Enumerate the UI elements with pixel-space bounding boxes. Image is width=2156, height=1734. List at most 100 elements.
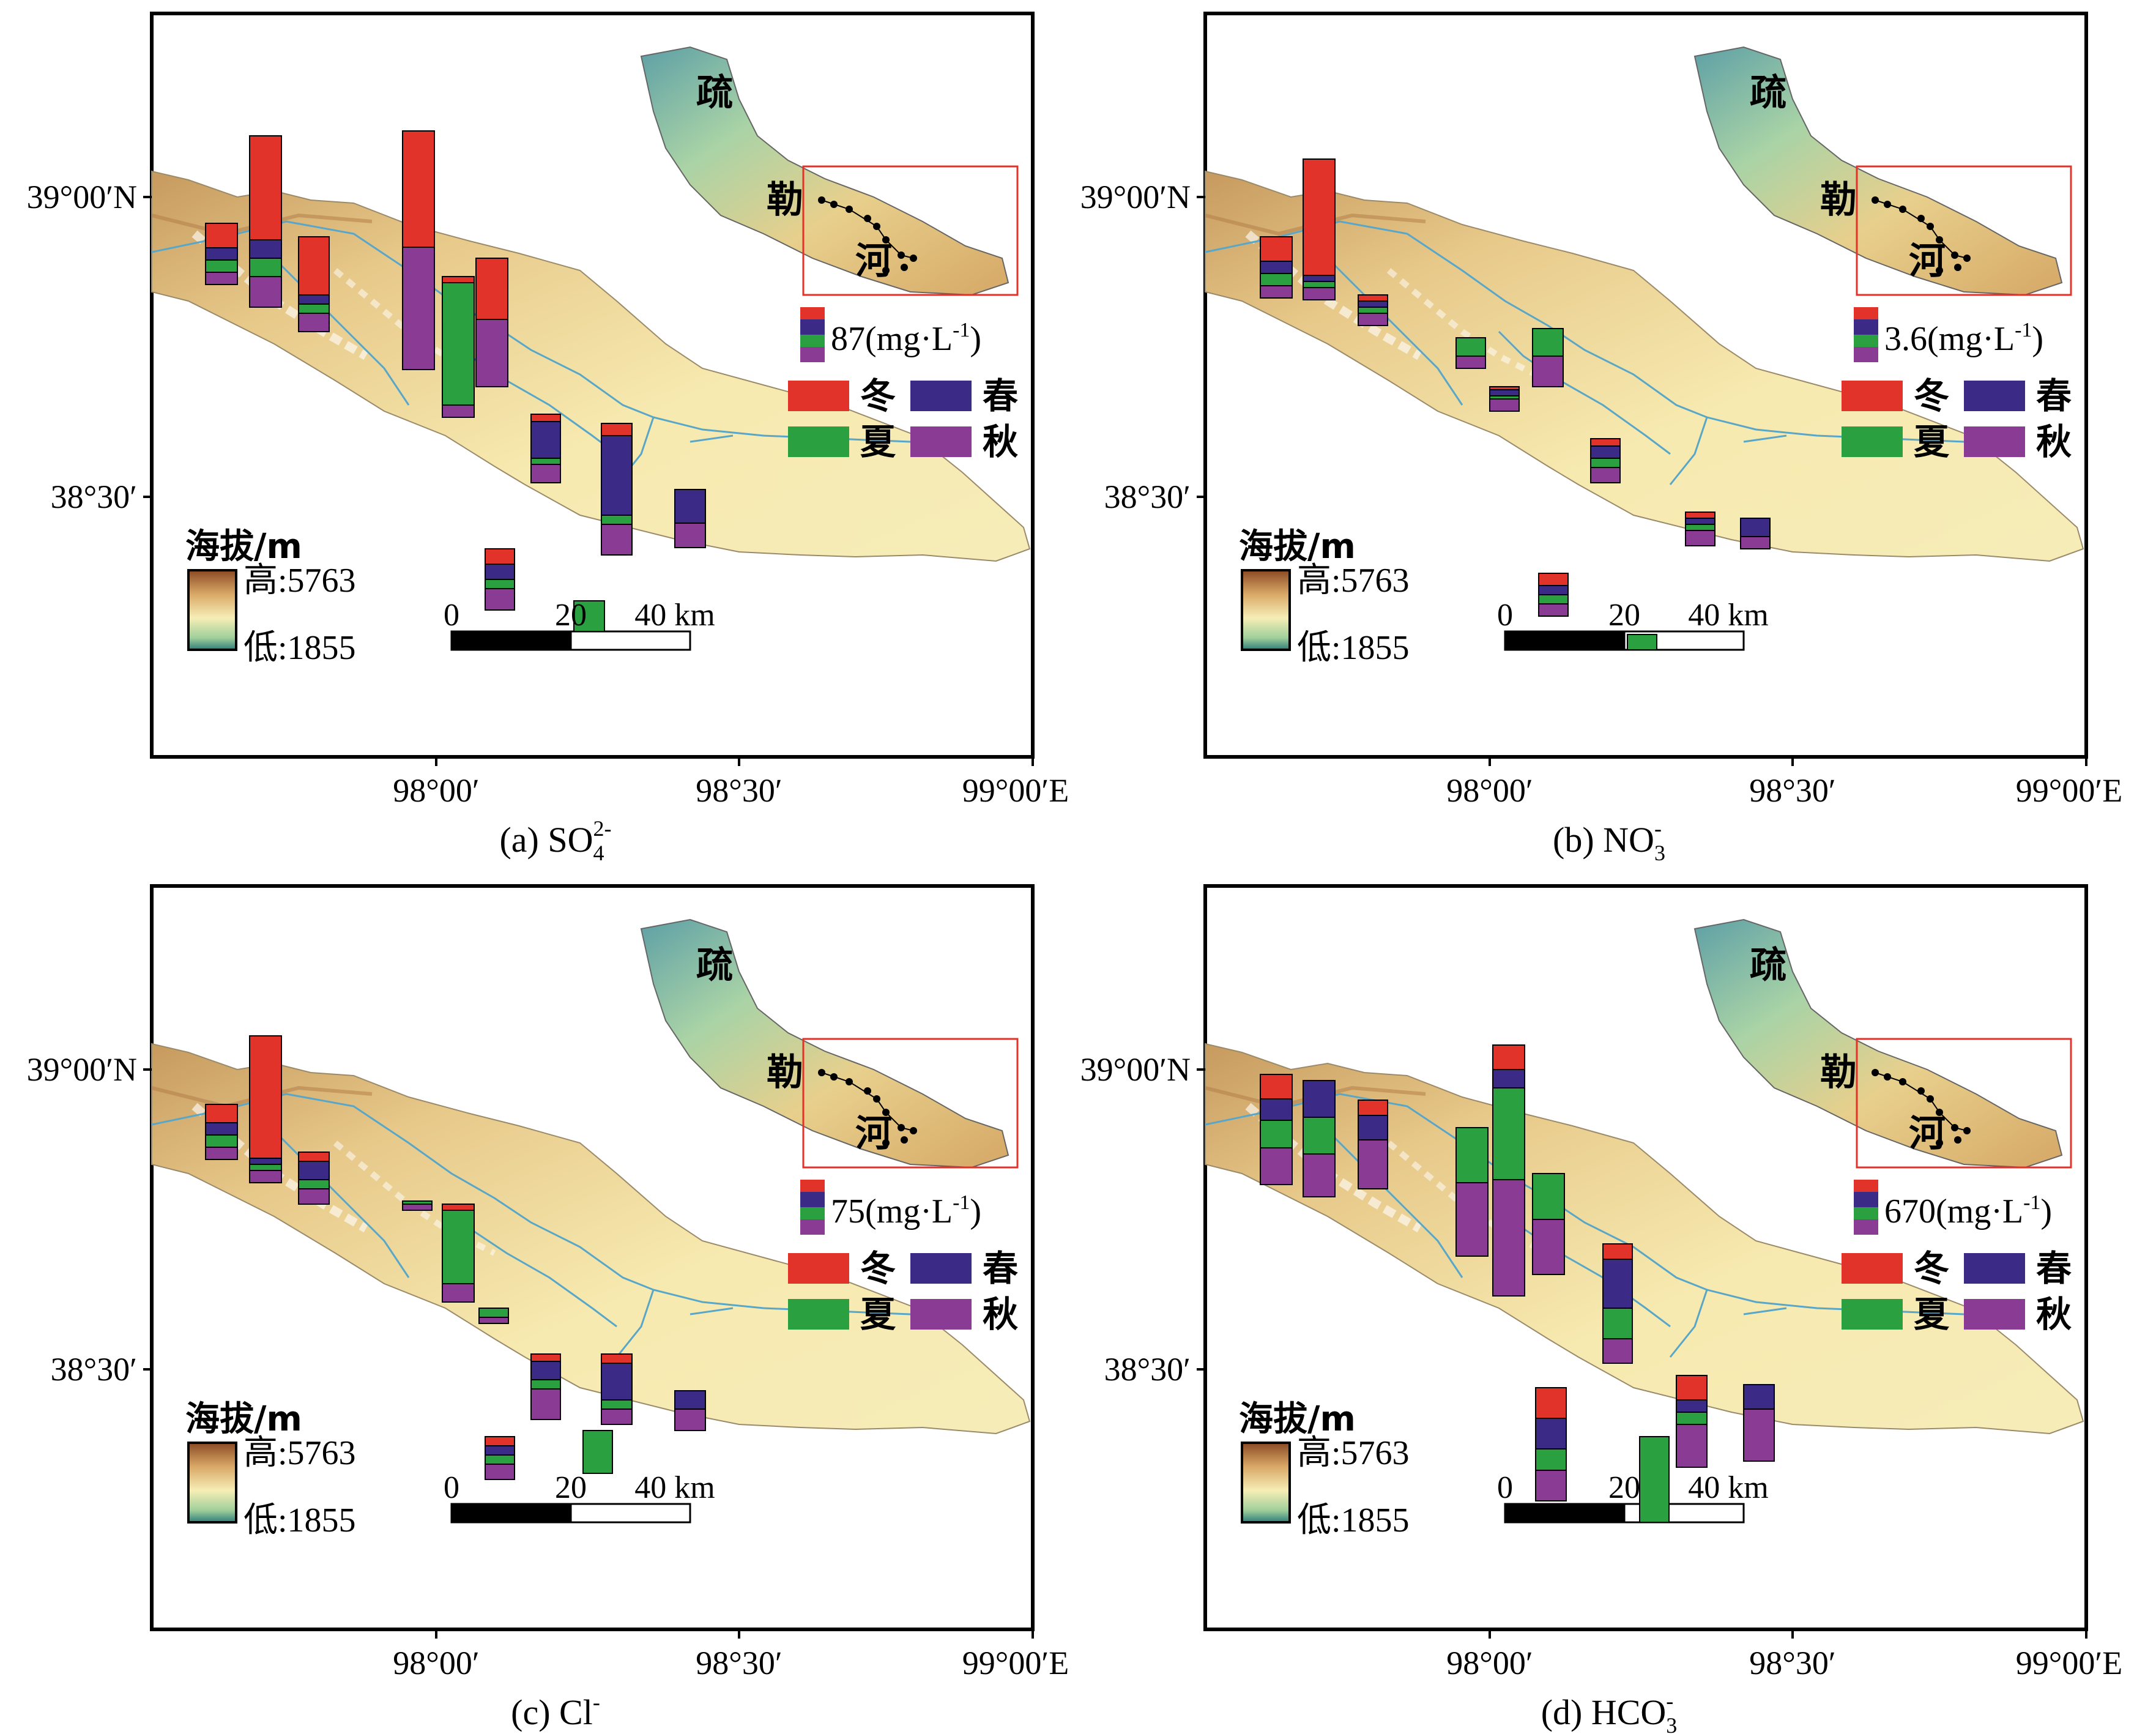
inset-char-1: 疏	[696, 72, 733, 114]
bar-segment-春	[298, 294, 330, 305]
bar-segment-夏	[1455, 1127, 1489, 1183]
bar-segment-冬	[1260, 1074, 1293, 1100]
y-tick-3830: 38°30′	[51, 1351, 137, 1388]
bar-segment-夏	[442, 1210, 475, 1284]
bar-segment-秋	[674, 523, 706, 548]
bar-segment-秋	[1532, 1219, 1565, 1275]
sample-site-column	[249, 135, 282, 308]
sample-site-column	[442, 1204, 475, 1303]
scalebar-tick-20: 20	[1608, 598, 1640, 633]
sample-site-column	[402, 1200, 433, 1211]
bar-segment-秋	[674, 1408, 706, 1431]
scalebar-tick-20: 20	[555, 598, 587, 633]
bar-segment-秋	[1303, 287, 1336, 300]
bar-segment-夏	[442, 282, 475, 406]
bar-segment-春	[1358, 300, 1388, 308]
sample-site-column	[1685, 512, 1716, 546]
bar-segment-冬	[1358, 294, 1388, 302]
x-tick-98: 98°00′	[393, 772, 479, 809]
bar-segment-春	[1303, 275, 1336, 282]
sample-site-column	[1455, 1127, 1489, 1257]
sample-site-column	[582, 1430, 613, 1474]
inset-char-3: 河	[855, 240, 892, 283]
sample-site-column	[1602, 1243, 1633, 1364]
scalebar-tick-40: 40 km	[634, 1470, 715, 1505]
bar-segment-夏	[1260, 1120, 1293, 1148]
sample-site-column	[298, 236, 330, 332]
y-tick-39n: 39°00′N	[1080, 1051, 1191, 1088]
season-label-summer: 夏	[860, 1293, 896, 1335]
unit-reference-glyph	[1854, 307, 1878, 362]
bar-segment-秋	[402, 1204, 433, 1211]
bar-segment-夏	[1455, 337, 1486, 357]
season-label-winter: 冬	[860, 1248, 896, 1289]
bar-segment-秋	[1303, 1153, 1336, 1197]
season-label-winter: 冬	[860, 375, 896, 417]
bar-segment-秋	[205, 1147, 238, 1160]
bar-segment-春	[249, 239, 282, 259]
inset-char-3: 河	[1909, 1112, 1946, 1155]
bar-segment-冬	[402, 130, 435, 248]
bar-segment-春	[1358, 1115, 1388, 1140]
elevation-high-label: 高:5763	[243, 1434, 356, 1472]
unit-label: 670(mg·L-1)	[1884, 1191, 2052, 1230]
sample-site-column	[1532, 328, 1564, 387]
inset-char-3: 河	[855, 1112, 892, 1155]
bar-segment-春	[1602, 1259, 1633, 1309]
bar-segment-春	[674, 489, 706, 524]
season-label-summer: 夏	[1914, 421, 1950, 463]
bar-segment-春	[674, 1390, 706, 1410]
bar-segment-夏	[1532, 1173, 1565, 1220]
y-tick-3830: 38°30′	[51, 478, 137, 515]
elevation-low-label: 低:1855	[243, 629, 356, 667]
bar-segment-冬	[1676, 1375, 1708, 1401]
scalebar-tick-20: 20	[555, 1470, 587, 1505]
sample-site-column	[1303, 1080, 1336, 1197]
bar-segment-冬	[205, 1104, 238, 1123]
bar-segment-秋	[1532, 355, 1564, 387]
bar-segment-春	[249, 1158, 282, 1165]
bar-segment-冬	[205, 223, 238, 248]
x-tick-99e: 99°00′E	[962, 772, 1069, 809]
unit-reference-glyph	[1854, 1180, 1878, 1235]
bar-segment-冬	[1535, 1387, 1567, 1419]
bar-segment-春	[485, 1445, 515, 1456]
sample-site-column	[475, 258, 508, 387]
bar-segment-夏	[298, 1179, 330, 1189]
y-tick-39n: 39°00′N	[1080, 179, 1191, 215]
scalebar-tick-20: 20	[1608, 1470, 1640, 1505]
elevation-low-label: 低:1855	[1297, 629, 1410, 667]
bar-segment-秋	[249, 276, 282, 308]
bar-segment-春	[1260, 1098, 1293, 1121]
sample-site-column	[298, 1152, 330, 1205]
bar-segment-秋	[530, 1388, 561, 1420]
bar-segment-夏	[1260, 273, 1293, 286]
x-tick-9830: 98°30′	[696, 772, 782, 809]
bar-segment-夏	[298, 303, 330, 314]
bar-segment-冬	[530, 1353, 561, 1362]
y-tick-3830: 38°30′	[1104, 1351, 1191, 1388]
bar-segment-夏	[1639, 1436, 1670, 1523]
bar-segment-夏	[1358, 307, 1388, 314]
season-label-summer: 夏	[860, 421, 896, 463]
bar-segment-春	[485, 564, 515, 580]
bar-segment-夏	[1303, 281, 1336, 288]
bar-segment-春	[1260, 261, 1293, 274]
bar-segment-夏	[1303, 1117, 1336, 1155]
inset-char-1: 疏	[696, 944, 733, 987]
sample-site-column	[1590, 438, 1621, 483]
bar-segment-秋	[1602, 1338, 1633, 1364]
inset-char-2: 勒	[1820, 1051, 1857, 1094]
inset-char-2: 勒	[767, 179, 803, 221]
bar-segment-夏	[1590, 458, 1621, 468]
x-tick-9830: 98°30′	[1749, 1645, 1835, 1681]
bar-segment-冬	[485, 548, 515, 565]
bar-segment-夏	[249, 258, 282, 277]
sample-site-column	[601, 1353, 633, 1425]
sample-site-column	[1740, 518, 1771, 549]
unit-reference-glyph	[800, 307, 825, 362]
bar-segment-夏	[205, 259, 238, 273]
sample-site-column	[573, 600, 605, 632]
sample-site-column	[442, 276, 475, 418]
